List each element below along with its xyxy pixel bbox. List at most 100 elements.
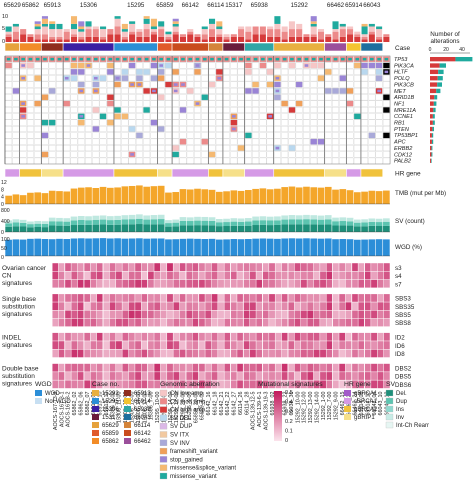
heatmap-cell-ID2 [52,332,59,341]
oncoprint-cell [339,100,347,107]
sv-bar-seg [281,219,289,225]
oncoprint-cell [26,75,34,82]
tmb-tick: 8 [1,187,4,193]
heatmap-cell-DBS2 [116,363,122,372]
heatmap-cell-DBS6 [58,380,65,389]
heatmap-cell-ID8 [211,349,218,358]
alteration-bar-seg [361,36,368,40]
alteration-bar-seg [238,36,245,42]
tmb-bar [375,191,383,204]
sv-bar-seg [346,225,354,232]
heatmap-cell-DBS2 [269,363,275,372]
alteration-bar-seg [63,39,70,42]
heatmap-cell-ID6 [294,341,301,349]
tmb-bar [383,190,390,204]
oncoprint-cell [353,119,361,126]
dbs-group-label-1: substitution [2,373,35,380]
oncoprint-cell [324,113,332,120]
oncoprint-cell [194,87,201,94]
oncoprint-cell [252,87,260,94]
heatmap-cell-SBS35 [275,302,282,310]
oncoprint-cell [361,75,369,82]
oncoprint-cell [63,157,71,164]
alteration-bar-seg [20,34,27,42]
heatmap-cell-s7 [230,279,237,288]
oncoprint-cell [208,68,216,75]
oncoprint-cell [310,94,318,101]
wgd-bar [121,238,129,256]
alteration-bar-seg [34,34,41,40]
legend-wgd-title: WGD [35,381,52,388]
heatmap-cell-s3 [77,263,84,271]
oncoprint-cell [230,68,238,75]
sv-bar-seg [186,217,194,222]
heatmap-cell-DBS6 [198,380,205,389]
heatmap-cell-ID6 [211,341,218,349]
heatmap-cell-SBS3 [58,294,65,302]
heatmap-cell-ID2 [275,332,282,341]
oncoprint-cell [281,100,289,107]
mutation-marker [311,57,316,61]
sv-bar-seg [317,219,325,225]
heatmap-cell-SBS35 [58,302,65,310]
heatmap-cell-SBS8 [116,318,122,327]
alteration-bar-seg [70,23,78,30]
alteration-bar-seg [208,36,216,42]
heatmap-cell-DBS5 [281,372,288,380]
heatmap-cell-SBS35 [167,302,173,310]
oncoprint-cell [223,145,230,152]
legend-genomic-label: CN high amp. [170,408,207,414]
oncoprint-cell [179,138,187,145]
heatmap-cell-s3 [218,263,224,271]
alteration-bar-seg [267,29,274,37]
heatmap-cell-s4 [173,271,180,280]
oncoprint-cell [114,132,122,139]
oncoprint-cell [208,107,216,113]
oncoprint-cell [34,62,42,69]
heatmap-cell-DBS6 [288,380,295,389]
heatmap-cell-s3 [249,263,256,271]
oncoprint-cell [128,87,136,94]
heatmap-cell-ID6 [320,341,326,349]
alteration-bar-seg [216,21,223,27]
oncoprint-cell [223,138,230,145]
heatmap-cell-s4 [371,271,377,280]
oncoprint-cell [223,126,230,132]
legend-hr-swatch [344,390,351,396]
heatmap-cell-SBS35 [179,302,186,310]
heatmap-cell-ID8 [186,349,193,358]
wgd-bar [215,239,223,256]
sv-bar-seg [259,224,267,232]
heatmap-cell-s7 [154,279,161,288]
oncoprint-cell [281,107,289,113]
oncoprint-cell [150,81,158,88]
oncoprint-cell [361,132,369,139]
mutation-marker [239,57,243,61]
heatmap-cell-DBS5 [243,372,250,380]
mutation-marker [28,57,33,61]
oncoprint-cell [121,151,129,158]
sample-label: 15292_14-00 [314,391,320,423]
gene-count-bar [430,158,431,163]
oncoprint-cell [5,81,13,88]
oncoprint-cell [114,138,122,145]
heatmap-cell-DBS5 [103,372,110,380]
heatmap-cell-SBS5 [313,310,320,319]
sig-row-label-SBS5: SBS5 [395,312,411,319]
heatmap-cell-s3 [192,263,199,271]
oncoprint-cell [295,62,303,69]
heatmap-cell-SBS3 [77,294,84,302]
heatmap-cell-SBS3 [256,294,263,302]
legend-sv-label: Inv [396,415,404,421]
heatmap-cell-DBS2 [90,363,97,372]
oncoprint-cell [63,113,71,120]
oncoprint-cell [368,62,376,69]
heatmap-cell-ID6 [179,341,186,349]
oncoprint-cell [92,119,100,126]
oncoprint-cell [361,68,369,75]
tmb-bar [281,187,289,204]
oncoprint-cell [106,138,114,145]
oncoprint-cell [179,145,187,152]
sv-bar-seg [339,221,347,226]
sv-bar-seg [368,218,376,222]
